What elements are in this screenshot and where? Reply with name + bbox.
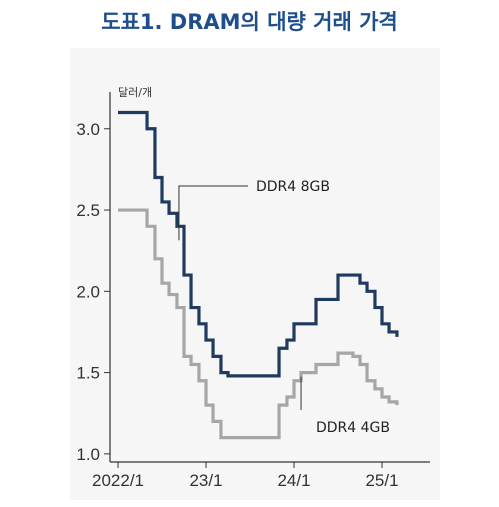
y-tick-label: 3.0 — [76, 120, 100, 139]
y-tick-label: 1.0 — [76, 445, 100, 464]
series-line-ddr4-8gb — [118, 110, 399, 378]
series-label-ddr4-4gb: DDR4 4GB — [316, 420, 390, 436]
series-line-ddr4-4gb — [118, 208, 399, 440]
series-label-ddr4-8gb: DDR4 8GB — [256, 179, 330, 195]
chart-panel — [70, 48, 440, 500]
y-tick-label: 1.5 — [76, 364, 100, 383]
y-tick-label: 2.0 — [76, 282, 100, 301]
y-unit-label: 달러/개 — [118, 86, 152, 99]
y-tick-label: 2.5 — [76, 201, 100, 220]
page-title: 도표1. DRAM의 대량 거래 가격 — [101, 10, 398, 34]
x-tick-label: 24/1 — [277, 471, 310, 490]
x-tick-label: 2022/1 — [92, 471, 144, 490]
x-tick-label: 23/1 — [189, 471, 222, 490]
x-tick-label: 25/1 — [365, 471, 398, 490]
annotation-leader-ddr4-8gb — [178, 185, 248, 241]
